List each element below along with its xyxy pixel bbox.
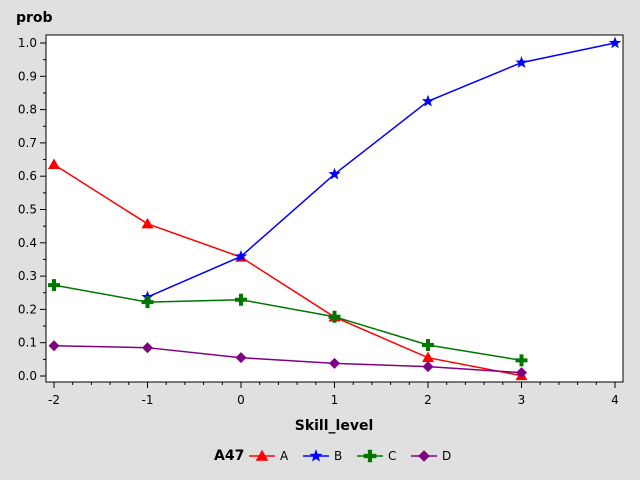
data-point [48, 279, 60, 292]
y-tick-label: 0.3 [18, 269, 37, 283]
data-point [422, 339, 434, 352]
y-axis-label: prob [16, 10, 53, 26]
legend-label: B [334, 449, 342, 463]
y-tick-label: 0.2 [18, 302, 37, 316]
y-tick-label: 0.7 [18, 136, 37, 150]
y-tick-label: 0.8 [18, 103, 37, 117]
legend-marker [309, 449, 323, 462]
data-point [141, 217, 154, 229]
data-point [422, 351, 434, 363]
x-tick-label: -1 [142, 393, 154, 407]
legend-marker [255, 449, 269, 461]
data-point [422, 361, 434, 373]
legend-item-D: D [411, 449, 451, 463]
data-point [421, 94, 435, 107]
x-tick-label: 0 [237, 393, 245, 407]
data-point [48, 158, 60, 170]
data-point [142, 342, 153, 354]
series-line [147, 42, 616, 298]
legend-title: A47 [214, 448, 244, 464]
data-point [515, 354, 528, 367]
x-tick-label: 2 [424, 393, 432, 407]
x-tick-label: -2 [48, 393, 60, 407]
data-point [328, 167, 341, 180]
data-point [608, 36, 622, 49]
y-tick-label: 0.1 [18, 336, 37, 350]
y-tick-label: 0.0 [18, 369, 37, 383]
x-axis: -2 -1 0 1 2 3 4 [48, 382, 619, 407]
y-tick-label: 0.6 [18, 169, 37, 183]
data-point [515, 56, 528, 68]
legend-label: A [280, 449, 289, 463]
series-line [53, 344, 522, 374]
legend: A47 A B C D [214, 448, 451, 464]
x-tick-label: 3 [518, 393, 526, 407]
series-layer [48, 36, 622, 381]
x-axis-label: Skill_level [295, 418, 374, 434]
series-line [53, 284, 522, 362]
y-tick-label: 0.5 [18, 203, 37, 217]
series-C [48, 279, 528, 367]
data-point [516, 367, 527, 379]
data-point [329, 357, 340, 369]
plot-area [45, 34, 624, 383]
y-tick-label: 0.9 [18, 69, 37, 83]
data-point [235, 293, 247, 306]
data-point [328, 310, 341, 323]
series-D [48, 340, 527, 379]
legend-item-A: A [249, 449, 289, 463]
x-tick-label: 1 [331, 393, 339, 407]
y-tick-label: 1.0 [18, 36, 37, 50]
data-point [234, 249, 248, 262]
legend-label: C [388, 449, 396, 463]
legend-marker [363, 449, 377, 463]
x-tick-label: 4 [611, 393, 619, 407]
y-tick-label: 0.4 [18, 236, 37, 250]
legend-item-C: C [357, 449, 396, 463]
legend-item-B: B [303, 449, 342, 463]
y-axis: 0.0 0.1 0.2 0.3 0.4 0.5 0.6 0.7 0.8 0.9 1.0 [18, 36, 46, 383]
data-point [235, 352, 247, 364]
legend-marker [418, 450, 430, 462]
legend-label: D [442, 449, 451, 463]
data-point [48, 340, 60, 352]
series-line [53, 163, 522, 377]
data-point [141, 296, 154, 309]
